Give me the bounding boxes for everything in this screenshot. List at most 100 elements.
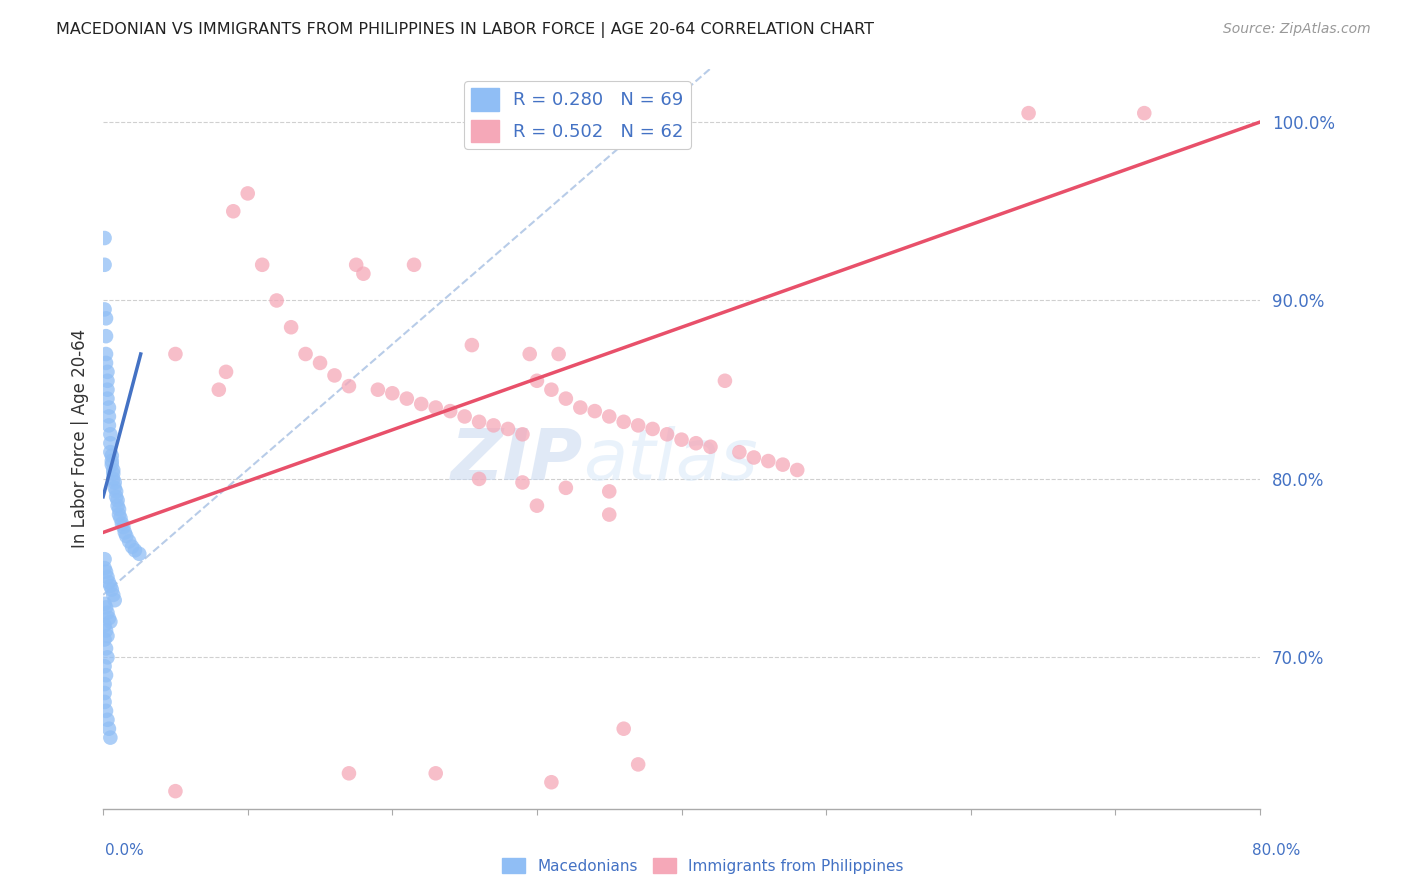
Point bbox=[94, 311, 117, 326]
Point bbox=[756, 454, 779, 468]
Point bbox=[381, 386, 404, 401]
Point bbox=[337, 379, 360, 393]
Point bbox=[395, 392, 418, 406]
Point bbox=[93, 302, 115, 317]
Point bbox=[547, 347, 569, 361]
Point bbox=[655, 427, 678, 442]
Point bbox=[98, 445, 121, 459]
Point bbox=[107, 499, 129, 513]
Point bbox=[93, 686, 115, 700]
Point bbox=[96, 374, 118, 388]
Point bbox=[641, 422, 664, 436]
Point bbox=[627, 757, 650, 772]
Point bbox=[598, 484, 620, 499]
Point bbox=[93, 677, 115, 691]
Point bbox=[124, 543, 146, 558]
Point bbox=[101, 458, 124, 472]
Point bbox=[323, 368, 346, 383]
Point bbox=[94, 356, 117, 370]
Point bbox=[540, 775, 562, 789]
Point bbox=[512, 427, 534, 442]
Point bbox=[97, 401, 120, 415]
Point bbox=[554, 481, 576, 495]
Point bbox=[94, 347, 117, 361]
Text: 80.0%: 80.0% bbox=[1253, 843, 1301, 858]
Y-axis label: In Labor Force | Age 20-64: In Labor Force | Age 20-64 bbox=[72, 329, 89, 549]
Point bbox=[93, 632, 115, 647]
Point bbox=[93, 659, 115, 673]
Legend: R = 0.280   N = 69, R = 0.502   N = 62: R = 0.280 N = 69, R = 0.502 N = 62 bbox=[464, 81, 690, 149]
Point bbox=[93, 618, 115, 632]
Point bbox=[111, 516, 134, 531]
Point bbox=[671, 433, 693, 447]
Point bbox=[714, 374, 737, 388]
Point bbox=[1018, 106, 1040, 120]
Point bbox=[96, 392, 118, 406]
Point bbox=[280, 320, 302, 334]
Point bbox=[250, 258, 273, 272]
Point bbox=[94, 641, 117, 656]
Point bbox=[294, 347, 316, 361]
Point bbox=[104, 475, 127, 490]
Point bbox=[96, 713, 118, 727]
Point bbox=[699, 440, 721, 454]
Point bbox=[94, 565, 117, 579]
Point bbox=[215, 365, 238, 379]
Point bbox=[96, 365, 118, 379]
Point bbox=[98, 436, 121, 450]
Point bbox=[685, 436, 707, 450]
Point bbox=[540, 383, 562, 397]
Point bbox=[96, 650, 118, 665]
Point bbox=[453, 409, 475, 424]
Point bbox=[98, 579, 121, 593]
Point bbox=[337, 766, 360, 780]
Point bbox=[103, 588, 125, 602]
Point bbox=[165, 784, 187, 798]
Point bbox=[425, 401, 447, 415]
Point bbox=[97, 409, 120, 424]
Point bbox=[103, 463, 125, 477]
Point bbox=[115, 529, 138, 543]
Text: Source: ZipAtlas.com: Source: ZipAtlas.com bbox=[1223, 22, 1371, 37]
Point bbox=[97, 611, 120, 625]
Point bbox=[114, 525, 136, 540]
Point bbox=[105, 484, 128, 499]
Point bbox=[222, 204, 245, 219]
Point bbox=[93, 695, 115, 709]
Point bbox=[439, 404, 461, 418]
Point bbox=[1133, 106, 1156, 120]
Point bbox=[526, 499, 548, 513]
Point bbox=[613, 722, 636, 736]
Point bbox=[742, 450, 765, 465]
Point bbox=[627, 418, 650, 433]
Point bbox=[468, 415, 491, 429]
Point bbox=[121, 540, 143, 554]
Point bbox=[93, 552, 115, 566]
Point bbox=[103, 472, 125, 486]
Point bbox=[598, 508, 620, 522]
Point bbox=[98, 615, 121, 629]
Point bbox=[613, 415, 636, 429]
Point bbox=[112, 520, 135, 534]
Point bbox=[786, 463, 808, 477]
Point bbox=[598, 409, 620, 424]
Point bbox=[583, 404, 606, 418]
Point bbox=[94, 668, 117, 682]
Point bbox=[309, 356, 332, 370]
Point bbox=[93, 597, 115, 611]
Point bbox=[411, 397, 433, 411]
Point bbox=[98, 427, 121, 442]
Point bbox=[569, 401, 592, 415]
Point bbox=[344, 258, 367, 272]
Point bbox=[93, 231, 115, 245]
Point bbox=[468, 472, 491, 486]
Point bbox=[128, 547, 150, 561]
Point bbox=[496, 422, 519, 436]
Point bbox=[104, 481, 127, 495]
Point bbox=[94, 624, 117, 638]
Point bbox=[96, 570, 118, 584]
Point bbox=[103, 467, 125, 481]
Point bbox=[352, 267, 374, 281]
Point bbox=[461, 338, 484, 352]
Point bbox=[165, 347, 187, 361]
